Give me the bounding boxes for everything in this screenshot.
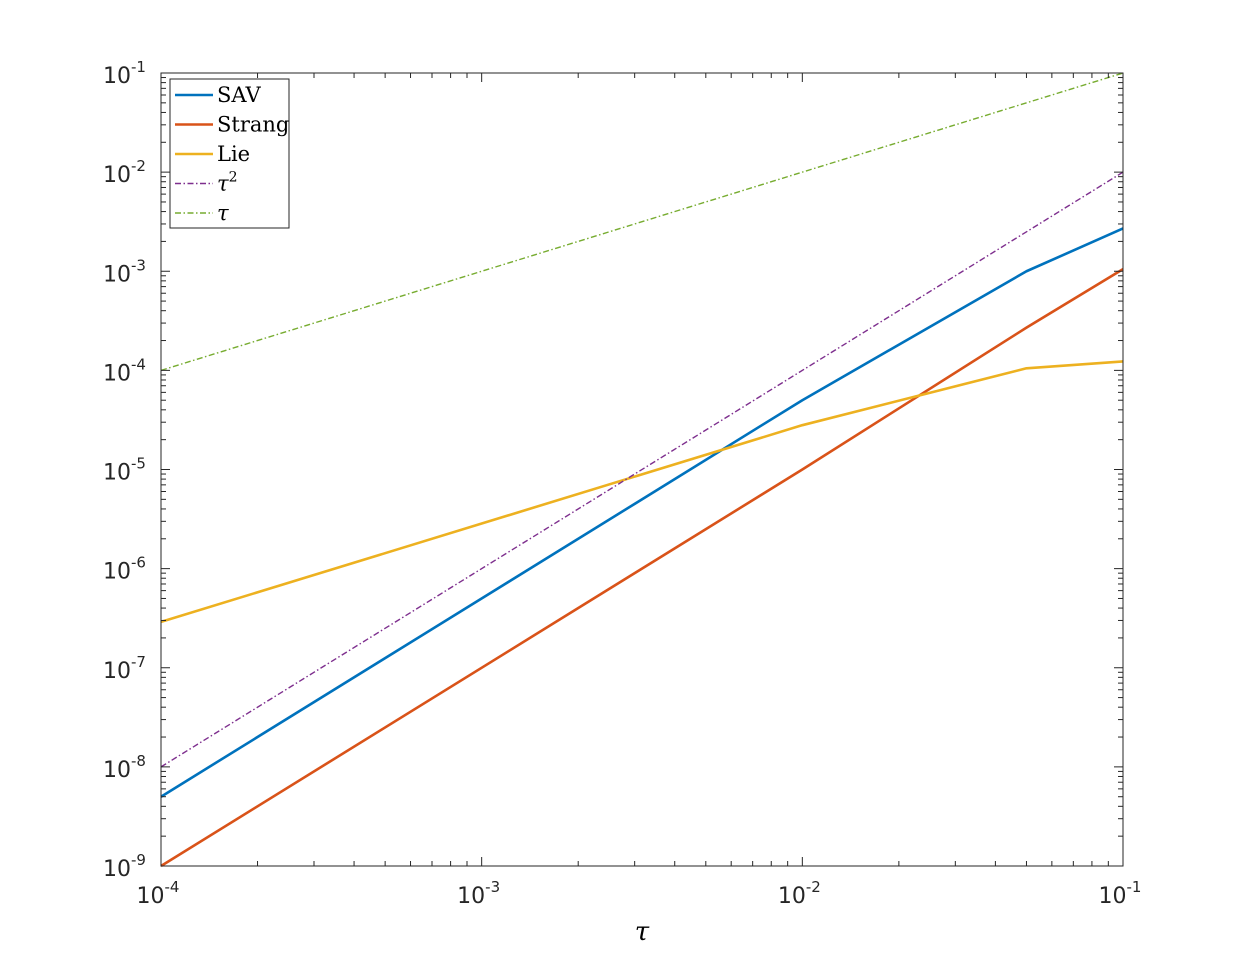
legend: SAV Strang Lie τ2 τ <box>169 78 290 229</box>
series-line-4 <box>160 171 1124 768</box>
y-tick-label: 10-8 <box>103 752 146 783</box>
series-line-2 <box>160 268 1124 868</box>
y-tick-label: 10-6 <box>103 554 146 585</box>
legend-label-4: τ2 <box>217 170 238 196</box>
legend-label-1: SAV <box>217 83 262 107</box>
series-line-3 <box>160 360 1124 624</box>
y-tick-label: 10-2 <box>103 157 146 188</box>
x-tick-label: 10-2 <box>778 878 821 909</box>
y-tick-label: 10-4 <box>103 355 146 386</box>
x-tick-label: 10-3 <box>457 878 500 909</box>
y-tick-label: 10-5 <box>103 455 146 486</box>
legend-label-5: τ <box>217 201 229 225</box>
x-axis-label: τ <box>635 917 650 947</box>
y-tick-label: 10-3 <box>103 256 146 287</box>
legend-label-2: Strang <box>217 113 289 137</box>
x-tick-label: 10-1 <box>1099 878 1142 909</box>
y-tick-label: 10-9 <box>103 851 146 882</box>
legend-label-3: Lie <box>217 142 250 166</box>
series-layer <box>160 72 1124 868</box>
x-tick-label: 10-4 <box>137 878 180 909</box>
series-line-1 <box>160 227 1124 798</box>
y-tick-label: 10-7 <box>103 653 146 684</box>
series-line-5 <box>160 72 1124 372</box>
axes-layer: 10-4 10-3 10-2 10-1 10-9 10-8 10-7 10-6 10-5 10-4… <box>103 58 1141 909</box>
y-tick-label: 10-1 <box>103 58 146 89</box>
